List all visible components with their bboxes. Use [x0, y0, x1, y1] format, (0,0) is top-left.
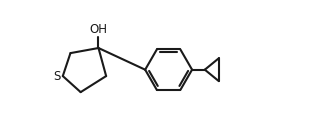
Text: OH: OH	[89, 23, 108, 36]
Text: S: S	[53, 70, 61, 83]
